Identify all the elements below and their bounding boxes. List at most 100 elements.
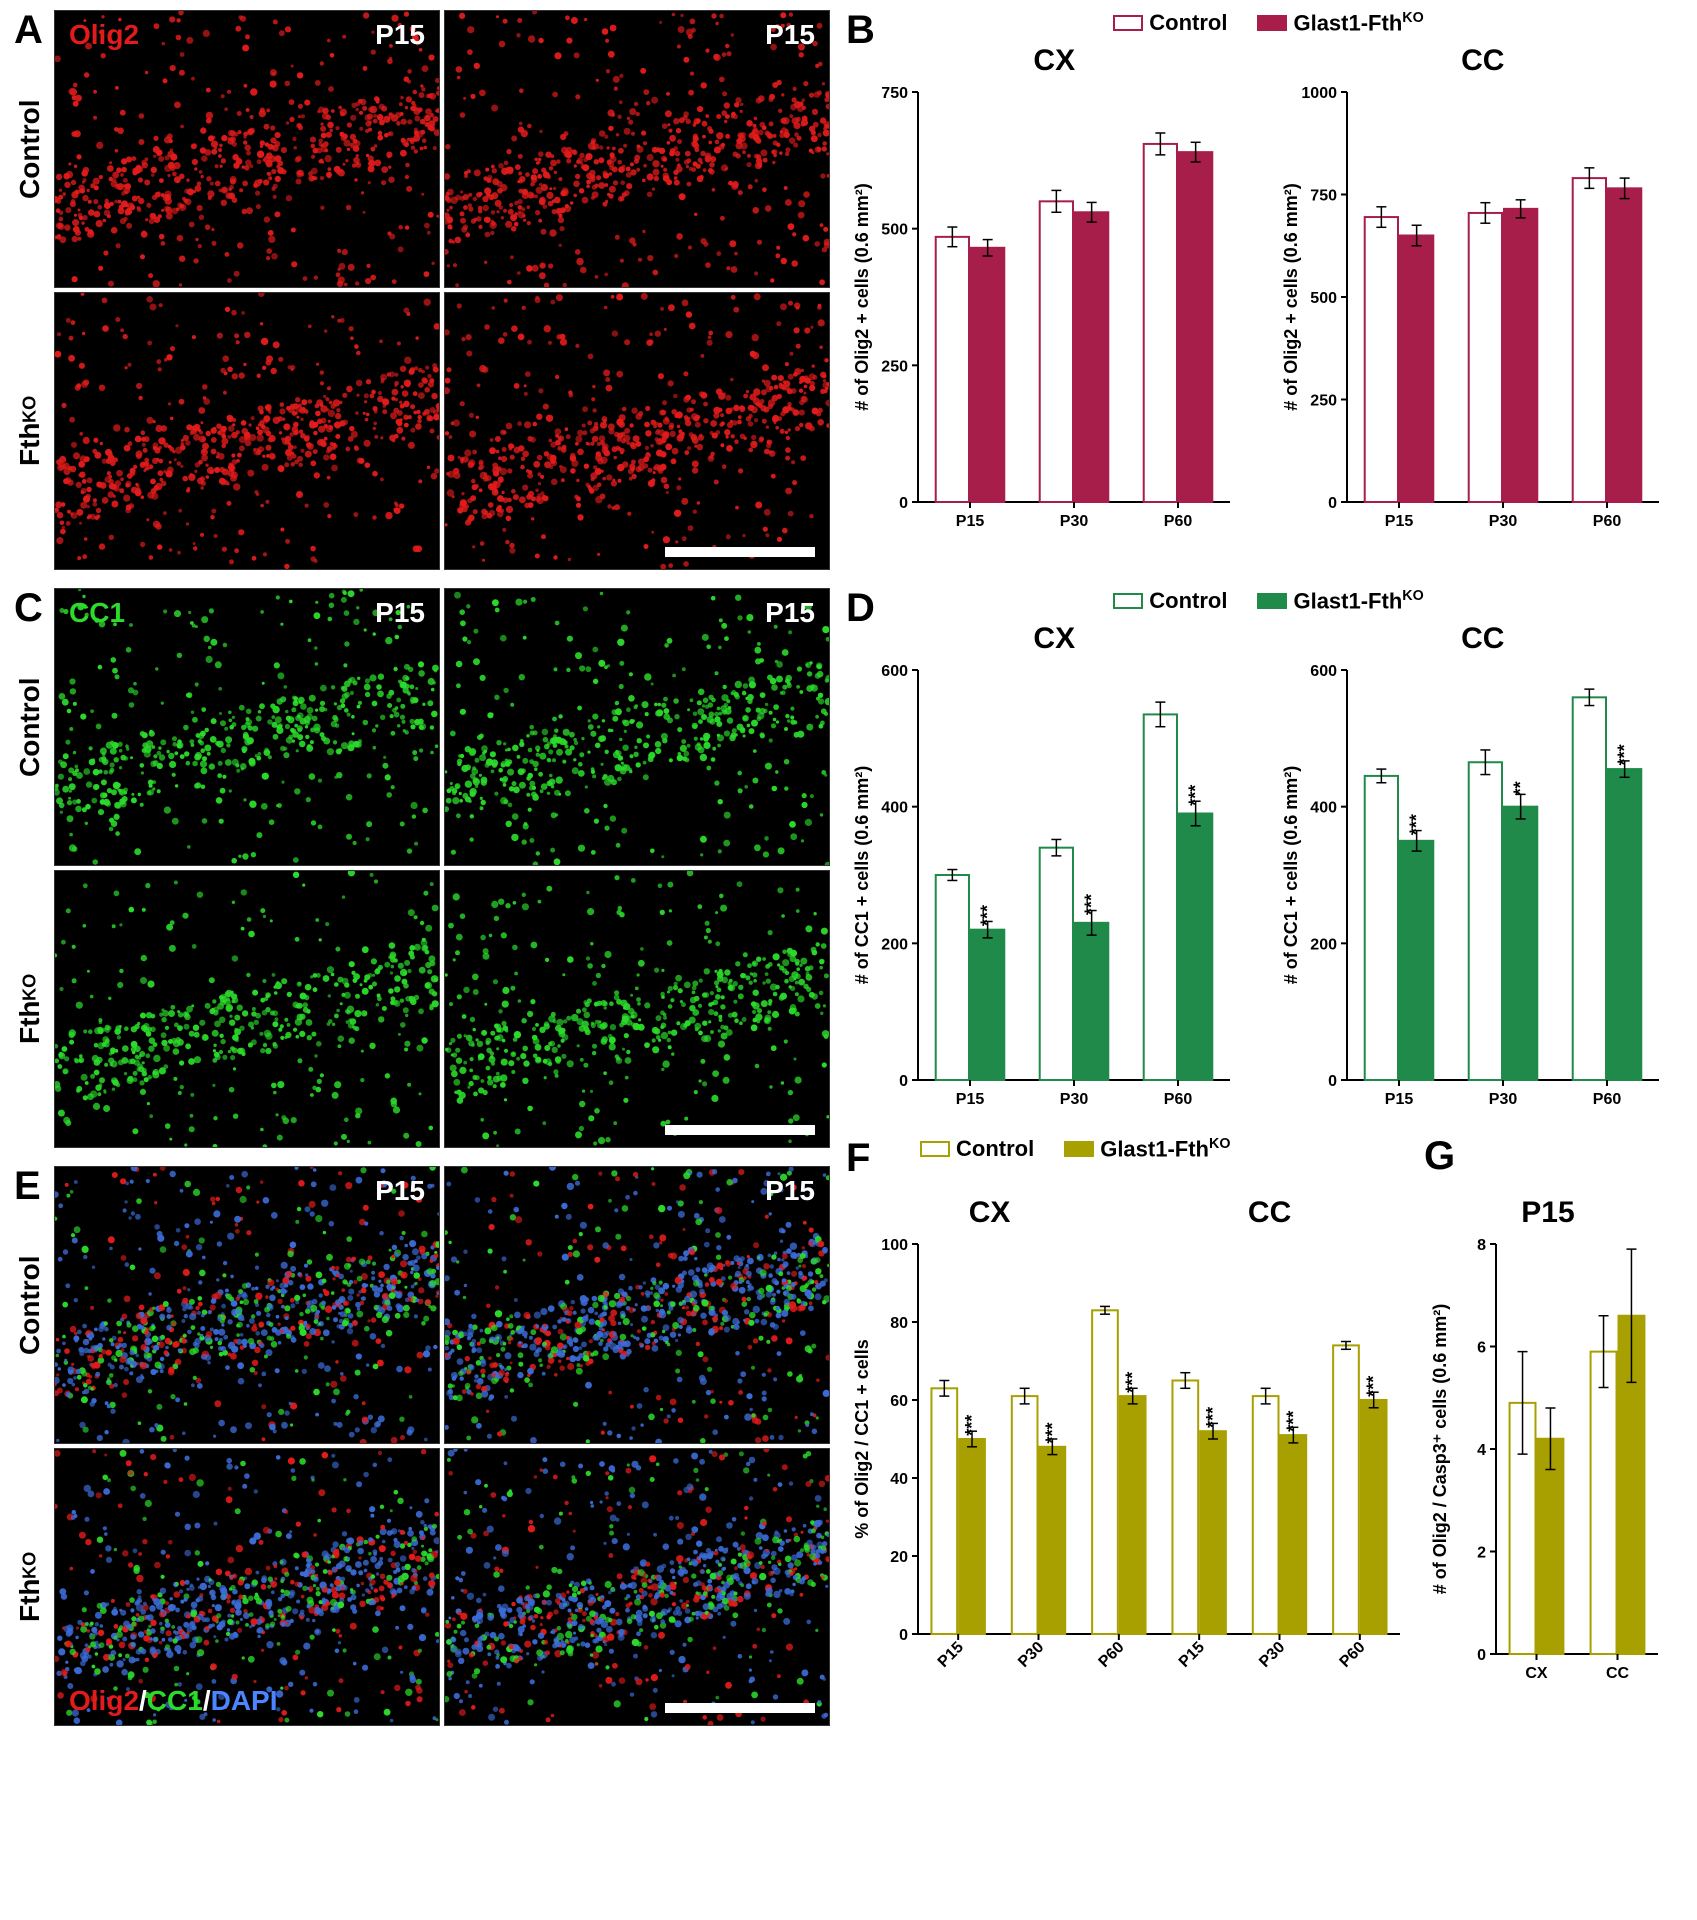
svg-text:P15: P15 [956, 1091, 985, 1108]
cc1-dots-svg [55, 589, 439, 865]
cc1-dots-svg [445, 871, 829, 1147]
chart-d-cc: CC 0 200 400 600 # of CC1 + cells (0.6 mm²) *… [1279, 622, 1688, 1130]
chart-b-cx: CX 0250500750# of Olig2 + cells (0.6 mm²… [850, 44, 1259, 552]
svg-text:0: 0 [1328, 1073, 1337, 1090]
panel-d: D Control Glast1-FthKO CX 0200400600# of… [850, 588, 1687, 1130]
svg-text:# of CC1 + cells (0.6 mm²): # of CC1 + cells (0.6 mm²) [1281, 766, 1301, 985]
barchart-b-cc: 0 250 500 750 1000 # of Olig2 + cells (0.6 mm… [1279, 82, 1669, 552]
swatch-ko-f [1064, 1141, 1094, 1157]
legend-ko-b: Glast1-FthKO [1257, 10, 1423, 36]
svg-text:P60: P60 [1164, 1091, 1193, 1108]
svg-text:500: 500 [1310, 290, 1337, 307]
barchart-g: 02468# of Olig2 / Casp3⁺ cells (0.6 mm²)… [1428, 1234, 1668, 1704]
chart-title-b-cc: CC [1279, 44, 1688, 78]
fth-text: Fth [14, 1001, 46, 1045]
svg-text:200: 200 [1310, 937, 1337, 954]
row-a-b: A Control Olig2 P15 P15 FthKO B [10, 10, 1687, 570]
svg-text:0: 0 [899, 495, 908, 512]
legend-control-d: Control [1113, 588, 1227, 614]
panel-letter-d: D [846, 586, 875, 631]
svg-text:0: 0 [899, 1073, 908, 1090]
micro-grid-a: Control Olig2 P15 P15 FthKO [10, 10, 830, 570]
micro-a-ctrl-1: Olig2 P15 [54, 10, 440, 288]
micro-c-ko-2 [444, 870, 830, 1148]
swatch-control-f [920, 1141, 950, 1157]
chart-title-d-cx: CX [850, 622, 1259, 656]
scalebar-c [665, 1125, 815, 1135]
scalebar-e [665, 1703, 815, 1713]
panel-letter-g: G [1424, 1134, 1455, 1179]
swatch-ko-b [1257, 15, 1287, 31]
marker-cc1: CC1 [69, 597, 125, 629]
panel-c: C Control CC1 P15 P15 FthKO [10, 588, 830, 1148]
svg-text:P60: P60 [1164, 513, 1193, 530]
micro-grid-e: Control P15 P15 FthKO Olig2/CC1/DAPI [10, 1166, 830, 1726]
legend-control-b: Control [1113, 10, 1227, 36]
svg-text:***: *** [978, 905, 998, 926]
panel-b: B Control Glast1-FthKO CX 0250500750# of… [850, 10, 1687, 552]
svg-text:P15: P15 [1384, 1091, 1413, 1108]
svg-text:600: 600 [1310, 663, 1337, 680]
row-label-ko-e: FthKO [10, 1448, 50, 1726]
legend-ko-d: Glast1-FthKO [1257, 588, 1423, 614]
micro-e-ko-2 [444, 1448, 830, 1726]
svg-text:200: 200 [881, 937, 908, 954]
merge-dots-svg [55, 1449, 439, 1725]
chart-d-cx: CX 0200400600# of CC1 + cells (0.6 mm²)*… [850, 622, 1259, 1130]
ko-sup: KO [20, 1552, 41, 1579]
marker-merge: Olig2/CC1/DAPI [69, 1685, 278, 1717]
micro-c-ko-1 [54, 870, 440, 1148]
svg-text:400: 400 [1310, 800, 1337, 817]
legend-ko-text: Glast1-FthKO [1100, 1136, 1230, 1162]
panel-a: A Control Olig2 P15 P15 FthKO [10, 10, 830, 570]
timepoint-label: P15 [765, 1175, 815, 1207]
svg-text:# of Olig2 + cells (0.6 mm²): # of Olig2 + cells (0.6 mm²) [852, 184, 872, 412]
row-c-d: C Control CC1 P15 P15 FthKO D [10, 588, 1687, 1148]
timepoint-label: P15 [765, 597, 815, 629]
chart-title-b-cx: CX [850, 44, 1259, 78]
fth-text: Fth [14, 423, 46, 467]
swatch-control-b [1113, 15, 1143, 31]
merge-dots-svg [445, 1449, 829, 1725]
svg-text:400: 400 [881, 800, 908, 817]
svg-text:***: *** [1082, 894, 1102, 915]
merge-dots-svg [55, 1167, 439, 1443]
scalebar-a [665, 547, 815, 557]
chart-title-g: P15 [1428, 1196, 1668, 1230]
chart-title-f-cx: CX [969, 1196, 1011, 1230]
legend-control-text: Control [956, 1136, 1034, 1162]
svg-text:P30: P30 [1488, 513, 1517, 530]
marker-olig2: Olig2 [69, 19, 139, 51]
svg-text:P30: P30 [1060, 513, 1089, 530]
olig2-dots-svg [445, 293, 829, 569]
svg-text:**: ** [1510, 782, 1530, 796]
legend-f: Control Glast1-FthKO [850, 1136, 1687, 1162]
ko-sup: KO [20, 396, 41, 423]
svg-text:750: 750 [1310, 188, 1337, 205]
legend-d: Control Glast1-FthKO [850, 588, 1687, 614]
chart-title-d-cc: CC [1279, 622, 1688, 656]
micro-c-ctrl-1: CC1 P15 [54, 588, 440, 866]
ko-sup: KO [20, 974, 41, 1001]
legend-b: Control Glast1-FthKO [850, 10, 1687, 36]
cc1-dots-svg [445, 589, 829, 865]
legend-control-text: Control [1149, 588, 1227, 614]
barchart-d-cc: 0 200 400 600 # of CC1 + cells (0.6 mm²) *** P… [1279, 660, 1669, 1130]
legend-ko-f: Glast1-FthKO [1064, 1136, 1230, 1162]
panel-letter-b: B [846, 8, 875, 53]
barchart-f: 020406080100% of Olig2 / CC1 + cells***P… [850, 1234, 1410, 1704]
timepoint-label: P15 [375, 597, 425, 629]
legend-control-text: Control [1149, 10, 1227, 36]
svg-text:600: 600 [881, 663, 908, 680]
svg-text:P15: P15 [1384, 513, 1413, 530]
micro-a-ko-1 [54, 292, 440, 570]
barchart-b-cx: 0250500750# of Olig2 + cells (0.6 mm²)P1… [850, 82, 1240, 552]
svg-text:# of Olig2 + cells (0.6 mm²): # of Olig2 + cells (0.6 mm²) [1281, 184, 1301, 412]
svg-text:1000: 1000 [1301, 85, 1337, 102]
micro-grid-c: Control CC1 P15 P15 FthKO [10, 588, 830, 1148]
chart-title-f-cc: CC [1248, 1196, 1291, 1230]
svg-text:0: 0 [1328, 495, 1337, 512]
svg-text:250: 250 [1310, 393, 1337, 410]
panels-f-g: F Control Glast1-FthKO CX CC 02040608010… [850, 1166, 1687, 1704]
svg-text:***: *** [1406, 814, 1426, 835]
